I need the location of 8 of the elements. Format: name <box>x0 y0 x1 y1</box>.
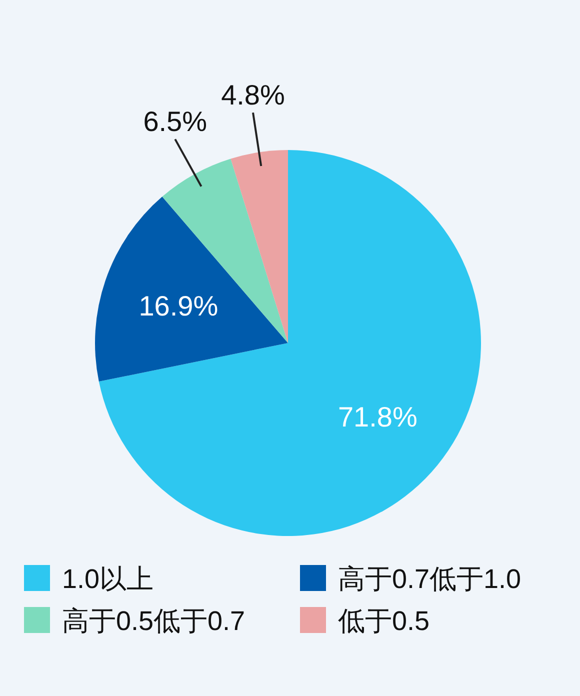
data-label: 71.8% <box>338 401 418 432</box>
legend-label: 高于0.7低于1.0 <box>338 564 522 594</box>
data-label: 16.9% <box>138 290 218 322</box>
data-label: 4.8% <box>221 80 285 111</box>
legend-label: 1.0以上 <box>62 564 154 594</box>
legend-label: 低于0.5 <box>338 606 430 636</box>
legend-label: 高于0.5低于0.7 <box>62 606 246 636</box>
data-label: 6.5% <box>143 106 208 138</box>
